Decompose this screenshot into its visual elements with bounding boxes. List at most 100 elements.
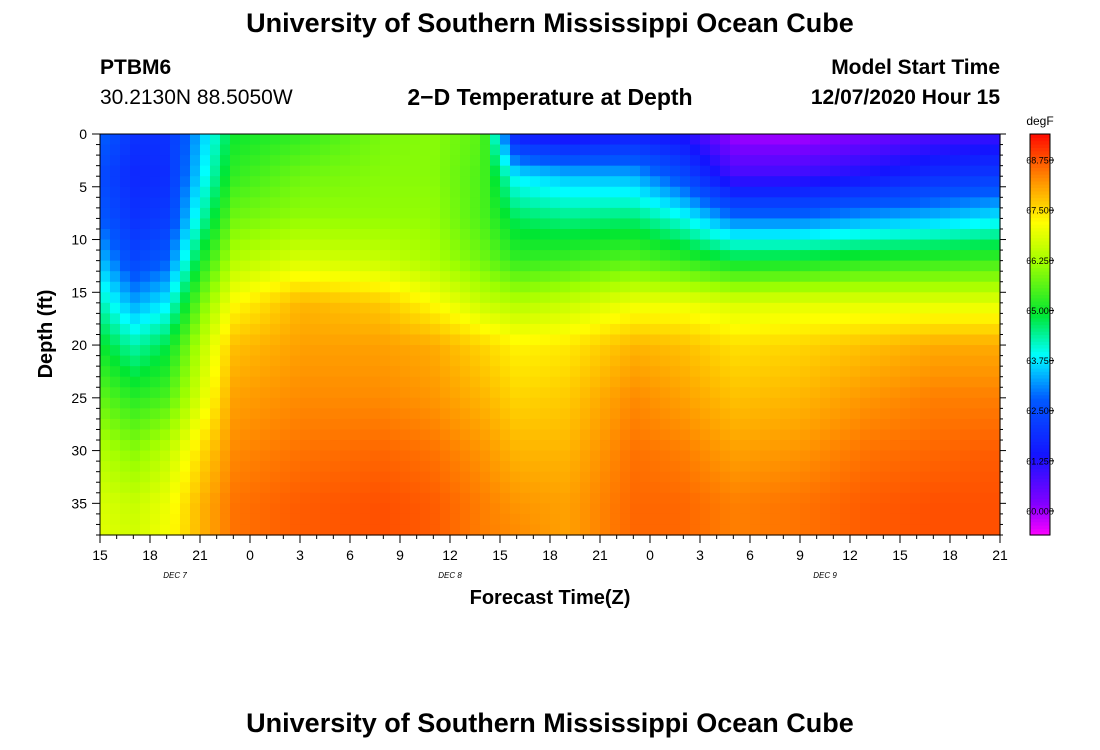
heatmap-cell (360, 503, 371, 515)
colorbar-segment (1030, 174, 1050, 179)
heatmap-cell (100, 134, 111, 146)
heatmap-cell (480, 207, 491, 220)
heatmap-cell (730, 134, 741, 146)
heatmap-cell (690, 186, 701, 198)
heatmap-cell (990, 302, 1001, 314)
heatmap-cell (600, 176, 611, 188)
heatmap-cell (510, 524, 521, 536)
heatmap-cell (340, 313, 351, 325)
heatmap-cell (770, 345, 781, 357)
heatmap-cell (860, 292, 871, 304)
heatmap-cell (630, 471, 641, 483)
heatmap-cell (620, 345, 631, 357)
heatmap-cell (950, 492, 961, 504)
heatmap-cell (350, 260, 361, 272)
heatmap-cell (280, 260, 291, 272)
heatmap-cell (180, 239, 191, 251)
heatmap-cell (140, 408, 151, 420)
heatmap-cell (930, 228, 941, 241)
heatmap-cell (850, 186, 861, 198)
heatmap-cell (360, 471, 371, 483)
heatmap-cell (380, 313, 391, 325)
heatmap-cell (370, 176, 381, 188)
heatmap-cell (830, 334, 841, 346)
heatmap-cell (160, 503, 171, 515)
heatmap-cell (410, 250, 421, 262)
heatmap-cell (690, 197, 701, 209)
heatmap-cell (670, 197, 681, 209)
heatmap-cell (260, 492, 271, 504)
heatmap-cell (190, 186, 201, 198)
heatmap-cell (730, 408, 741, 420)
heatmap-cell (280, 250, 291, 262)
heatmap-cell (640, 239, 651, 251)
heatmap-cell (150, 313, 161, 325)
heatmap-cell (200, 387, 211, 399)
heatmap-cell (670, 513, 681, 526)
heatmap-cell (260, 366, 271, 378)
heatmap-cell (540, 228, 551, 241)
heatmap-cell (930, 355, 941, 367)
heatmap-cell (470, 461, 481, 473)
heatmap-cell (100, 408, 111, 420)
heatmap-cell (690, 239, 701, 251)
heatmap-cell (860, 366, 871, 378)
heatmap-cell (360, 440, 371, 452)
heatmap-cell (520, 134, 531, 146)
heatmap-cell (120, 323, 131, 336)
heatmap-cell (210, 313, 221, 325)
heatmap-cell (600, 144, 611, 156)
heatmap-cell (580, 366, 591, 378)
heatmap-cell (890, 323, 901, 336)
heatmap-cell (780, 186, 791, 198)
colorbar-segment (1030, 324, 1050, 329)
heatmap-cell (760, 376, 771, 388)
heatmap-cell (850, 418, 861, 431)
heatmap-cell (310, 345, 321, 357)
heatmap-cell (830, 492, 841, 504)
heatmap-cell (980, 429, 991, 441)
heatmap-cell (400, 207, 411, 220)
heatmap-cell (760, 281, 771, 293)
heatmap-cell (620, 355, 631, 367)
heatmap-cell (810, 418, 821, 431)
heatmap-cell (130, 165, 141, 177)
heatmap-cell (780, 218, 791, 230)
heatmap-cell (740, 471, 751, 483)
heatmap-cell (160, 334, 171, 346)
heatmap-cell (800, 513, 811, 526)
heatmap-cell (640, 207, 651, 220)
heatmap-cell (770, 524, 781, 536)
heatmap-cell (510, 461, 521, 473)
heatmap-cell (290, 440, 301, 452)
heatmap-cell (450, 165, 461, 177)
heatmap-cell (680, 429, 691, 441)
heatmap-cell (660, 418, 671, 431)
heatmap-cell (710, 186, 721, 198)
heatmap-cell (580, 228, 591, 241)
heatmap-cell (800, 197, 811, 209)
date-label: DEC 9 (813, 571, 837, 580)
heatmap-cell (560, 440, 571, 452)
heatmap-cell (800, 313, 811, 325)
heatmap-cell (140, 260, 151, 272)
heatmap-cell (450, 313, 461, 325)
heatmap-cell (120, 408, 131, 420)
heatmap-cell (540, 376, 551, 388)
station-coordinates: 30.2130N 88.5050W (100, 86, 293, 109)
heatmap-cell (220, 207, 231, 220)
heatmap-cell (110, 144, 121, 156)
heatmap-cell (650, 461, 661, 473)
heatmap-cell (310, 482, 321, 494)
heatmap-cell (490, 313, 501, 325)
heatmap-cell (480, 482, 491, 494)
heatmap-cell (480, 313, 491, 325)
heatmap-cell (420, 471, 431, 483)
heatmap-cell (180, 302, 191, 314)
heatmap-cell (830, 292, 841, 304)
heatmap-cell (460, 218, 471, 230)
heatmap-cell (520, 429, 531, 441)
heatmap-cell (340, 176, 351, 188)
heatmap-cell (110, 313, 121, 325)
heatmap-cell (810, 207, 821, 220)
